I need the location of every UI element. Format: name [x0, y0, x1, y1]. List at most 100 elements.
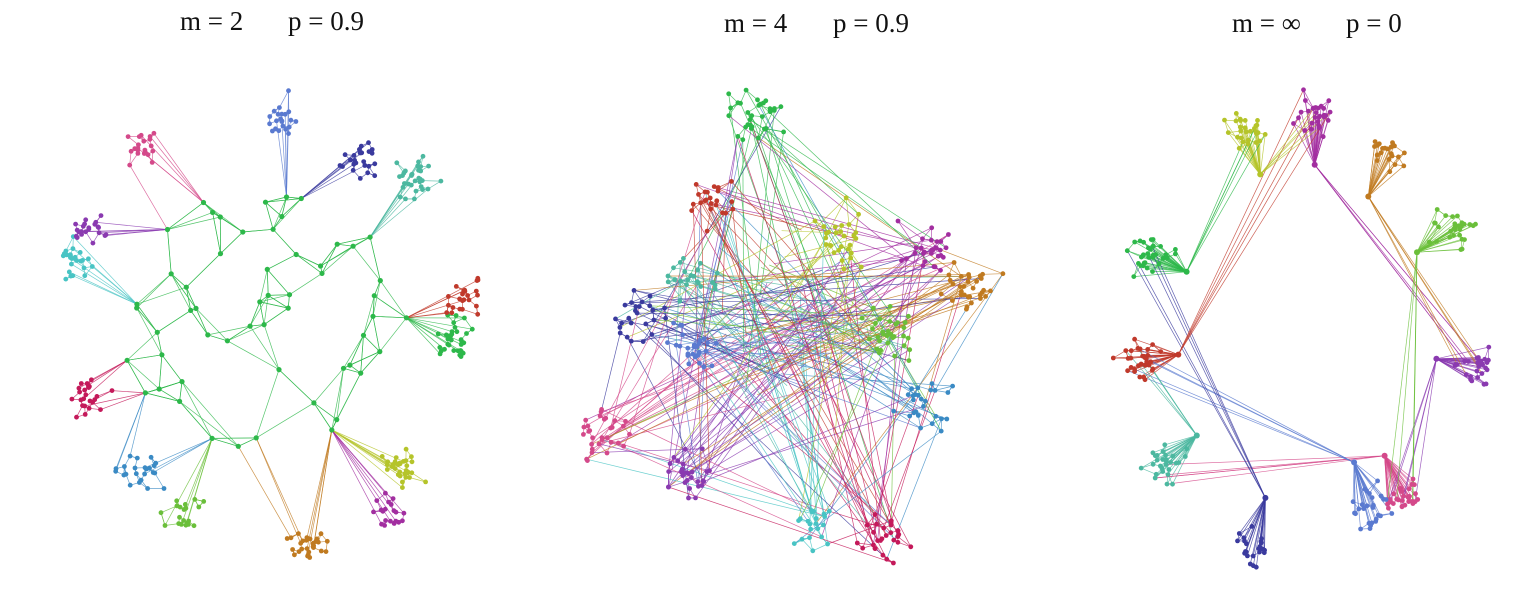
- node: [612, 418, 618, 424]
- node: [966, 272, 971, 277]
- node: [1302, 128, 1308, 133]
- node: [1396, 154, 1401, 160]
- edge: [1303, 89, 1314, 109]
- edge: [91, 359, 128, 381]
- node: [457, 296, 462, 302]
- node: [150, 148, 156, 154]
- edge: [136, 286, 187, 305]
- node: [174, 503, 180, 509]
- node: [283, 194, 290, 200]
- node: [832, 224, 838, 230]
- edge: [583, 310, 788, 428]
- edge: [265, 198, 302, 203]
- node: [127, 453, 133, 459]
- node: [702, 189, 708, 195]
- node: [1372, 139, 1378, 145]
- node: [384, 467, 390, 472]
- node: [911, 397, 916, 403]
- node: [901, 333, 906, 339]
- edge: [268, 295, 289, 309]
- node: [400, 184, 406, 190]
- node: [928, 387, 934, 393]
- node: [423, 479, 428, 485]
- node: [1253, 123, 1259, 129]
- node: [1146, 254, 1152, 260]
- node: [819, 534, 824, 540]
- node: [622, 302, 628, 308]
- node: [651, 317, 657, 323]
- node: [1164, 481, 1170, 487]
- edge: [1152, 246, 1266, 499]
- edge: [1165, 455, 1385, 465]
- node: [1312, 115, 1318, 120]
- node: [970, 285, 976, 291]
- edge: [212, 212, 221, 254]
- edge: [815, 290, 991, 524]
- edge: [731, 181, 878, 350]
- node: [666, 469, 672, 474]
- node: [1245, 141, 1251, 147]
- node: [1378, 493, 1384, 499]
- node: [713, 202, 719, 208]
- edge: [268, 294, 290, 296]
- node: [590, 435, 595, 441]
- node: [1486, 357, 1491, 363]
- edge: [681, 276, 970, 473]
- node: [278, 116, 283, 122]
- node: [323, 549, 329, 554]
- node: [698, 200, 704, 206]
- edge: [279, 90, 289, 108]
- edge: [897, 536, 912, 548]
- node: [799, 536, 805, 542]
- edge: [281, 198, 302, 217]
- node: [690, 201, 696, 207]
- node: [201, 499, 207, 504]
- node: [1173, 251, 1178, 257]
- node: [908, 544, 914, 550]
- node: [1317, 113, 1323, 119]
- node: [662, 305, 667, 311]
- node: [1137, 374, 1143, 380]
- node: [596, 441, 602, 447]
- edge: [1113, 350, 1126, 359]
- node: [77, 250, 83, 255]
- edge: [714, 186, 802, 231]
- edge: [281, 196, 287, 217]
- edge: [1436, 358, 1467, 376]
- node: [743, 87, 749, 93]
- edge: [100, 392, 146, 410]
- node: [182, 502, 188, 507]
- node: [453, 313, 459, 318]
- edge: [1384, 455, 1394, 504]
- edge: [694, 139, 744, 358]
- edge: [1367, 196, 1467, 375]
- edge: [812, 543, 828, 552]
- node: [920, 236, 925, 242]
- node: [685, 345, 691, 351]
- node: [911, 410, 917, 416]
- edge: [809, 394, 916, 538]
- node: [458, 348, 464, 354]
- edge: [1416, 216, 1453, 253]
- node: [183, 284, 189, 290]
- node: [1350, 499, 1356, 505]
- node: [412, 178, 418, 184]
- node: [959, 274, 964, 279]
- edge: [1384, 455, 1416, 502]
- node: [205, 332, 211, 338]
- node: [813, 521, 819, 526]
- node: [1170, 481, 1175, 487]
- node: [1150, 366, 1156, 372]
- node: [298, 195, 304, 202]
- node: [1308, 126, 1314, 132]
- edge: [406, 290, 464, 319]
- node: [603, 415, 609, 421]
- node: [465, 293, 470, 298]
- edge: [406, 317, 441, 355]
- edge: [1152, 354, 1179, 370]
- node: [473, 288, 479, 294]
- edge: [953, 262, 962, 277]
- node: [708, 206, 714, 212]
- edge: [181, 438, 213, 525]
- edge: [668, 274, 950, 488]
